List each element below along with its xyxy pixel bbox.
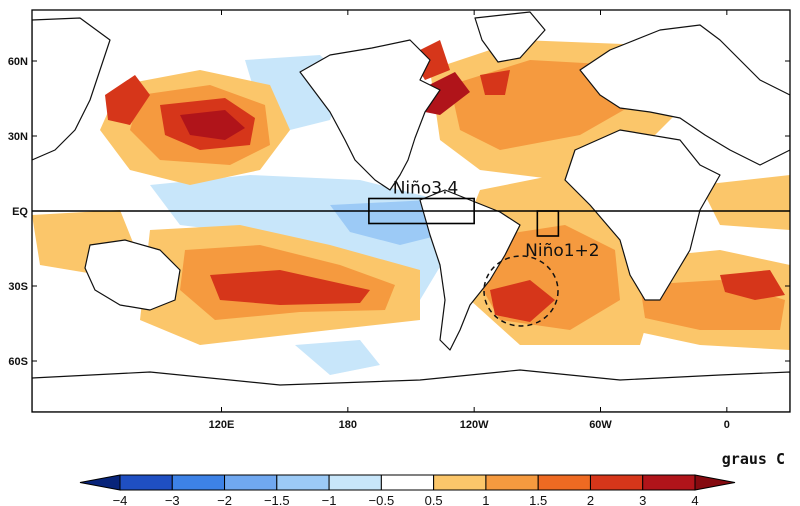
warm-anomaly-patch (210, 270, 370, 305)
colorbar-low-arrow (79, 474, 121, 491)
lon-tick-label: 180 (339, 419, 357, 431)
warm-anomaly-patch (720, 270, 785, 300)
longitude-ticks: 120E180120W60W060E (209, 10, 730, 431)
colorbar-label: −1.5 (264, 493, 290, 506)
colorbar-label: 1 (482, 493, 489, 506)
warm-anomaly-patch (105, 75, 150, 125)
lat-tick-label: 60S (8, 356, 28, 368)
unit-label: graus C (722, 450, 785, 468)
lon-tick-label: 120E (209, 419, 235, 431)
lon-tick-label: 60W (589, 419, 612, 431)
colorbar-label: −2 (217, 493, 232, 506)
colorbar-segment (642, 474, 696, 491)
coastlines (32, 11, 790, 412)
colorbar-label: −3 (165, 493, 180, 506)
australia-coast (84, 239, 181, 311)
colorbar-segment (589, 474, 644, 491)
warm-anomaly-patch (490, 280, 555, 322)
lon-tick-label: 0 (724, 419, 730, 431)
colorbar-segment (276, 474, 330, 491)
colorbar-label: 4 (691, 493, 698, 506)
colorbar-segment (380, 474, 435, 491)
map-panel: Niño3.4 Niño1+2 60N 30N EQ 30S 60S 120E 180 120… (8, 9, 791, 431)
colorbar-label: 2 (587, 493, 594, 506)
colorbar: −4 −3 −2 −1.5 −1 −0.5 0.5 1 1.5 2 3 4 (79, 474, 736, 506)
colorbar-segment (537, 474, 591, 491)
nino12-label: Niño1+2 (525, 241, 600, 261)
lat-tick-label: 60N (8, 56, 28, 68)
south-america-coast (419, 189, 521, 351)
nino-regions: Niño3.4 Niño1+2 (368, 179, 600, 261)
latitude-ticks: 60N 30N EQ 30S 60S (8, 56, 790, 368)
colorbar-high-arrow (694, 474, 736, 491)
colorbar-segment (433, 474, 487, 491)
colorbar-segment (119, 474, 173, 491)
lat-tick-label: EQ (12, 206, 28, 218)
colorbar-label: −1 (322, 493, 337, 506)
warm-anomaly-patch (700, 175, 790, 230)
lat-tick-label: 30N (8, 131, 28, 143)
nino34-label: Niño3.4 (393, 179, 459, 199)
colorbar-label: 3 (639, 493, 646, 506)
colorbar-segment (485, 474, 539, 491)
colorbar-label: −0.5 (369, 493, 395, 506)
colorbar-segment (328, 474, 382, 491)
lon-tick-label: 120W (460, 419, 489, 431)
africa-coast (564, 129, 721, 301)
east-asia-coast (32, 17, 111, 161)
nino34-box (368, 197, 475, 225)
nino12-box (536, 210, 560, 237)
colorbar-label: 0.5 (425, 493, 443, 506)
antarctica-coast (32, 369, 790, 412)
dashed-circle-marker (483, 255, 559, 327)
colorbar-segment (224, 474, 278, 491)
greenland-coast (474, 11, 546, 63)
colorbar-segment (171, 474, 226, 491)
lat-tick-label: 30S (8, 281, 28, 293)
north-america-coast (299, 39, 441, 191)
eurasia-coast (579, 24, 790, 166)
colorbar-label: −4 (113, 493, 128, 506)
cool-anomaly-patch (295, 340, 380, 375)
warm-anomaly-patch (180, 110, 245, 140)
warm-anomaly-patch (480, 70, 510, 95)
colorbar-label: 1.5 (529, 493, 547, 506)
